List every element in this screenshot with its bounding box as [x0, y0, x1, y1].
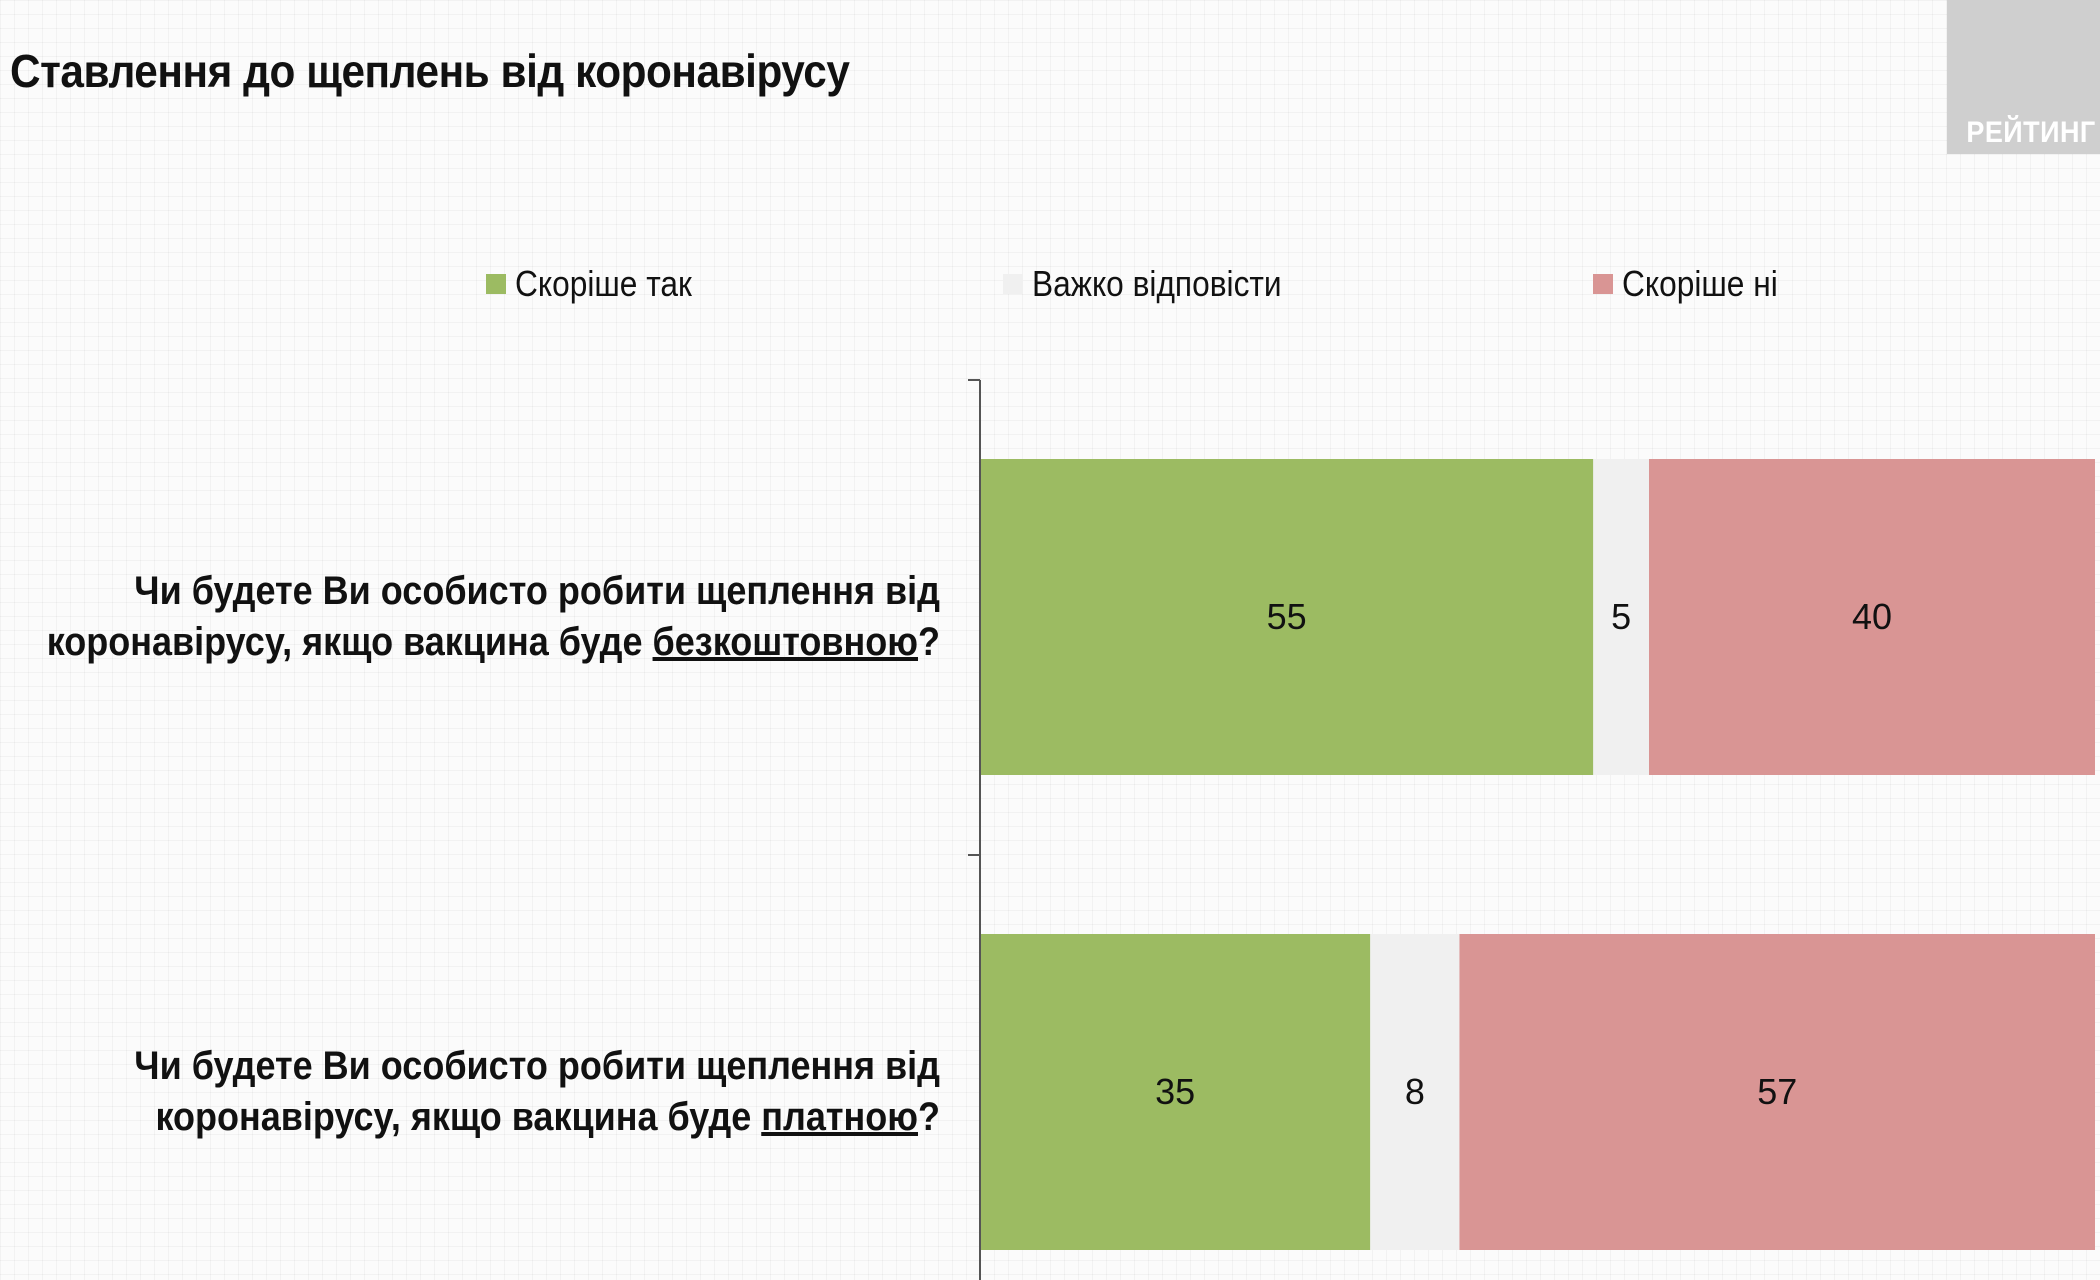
legend-item-no: Скоріше ні [1593, 262, 1799, 306]
category-label-line1: Чи будете Ви особисто робити щеплення ві… [134, 569, 940, 613]
data-label-no: 40 [1852, 596, 1892, 637]
category-label-free: Чи будете Ви особисто робити щеплення ві… [40, 566, 940, 668]
category-label-paid: Чи будете Ви особисто робити щеплення ві… [40, 1041, 940, 1143]
logo-text: РЕЙТИНГ [1966, 116, 2096, 149]
rating-logo: РЕЙТИНГ [1947, 0, 2100, 154]
legend-label-no: Скоріше ні [1622, 263, 1778, 304]
legend-label-unsure: Важко відповісти [1032, 263, 1282, 304]
category-label-highlight: платною [761, 1095, 919, 1139]
legend-label-yes: Скоріше так [515, 263, 692, 304]
bar-segment-yes [980, 459, 1594, 775]
data-label-yes: 55 [1267, 596, 1307, 637]
category-label-suffix: ? [918, 620, 940, 664]
chart-title: Ставлення до щеплень від коронавірусу [10, 45, 850, 97]
bar-segment-no [1459, 934, 2095, 1250]
legend-item-yes: Скоріше так [486, 262, 716, 306]
bar-segment-yes [980, 934, 1371, 1250]
category-label-prefix: коронавірусу, якщо вакцина буде [155, 1095, 762, 1139]
data-label-unsure: 8 [1405, 1071, 1425, 1112]
category-label-highlight: безкоштовною [652, 620, 919, 664]
legend-swatch-no [1593, 274, 1613, 294]
data-label-unsure: 5 [1611, 596, 1631, 637]
category-label-line1: Чи будете Ви особисто робити щеплення ві… [134, 1044, 940, 1088]
category-label-line2: коронавірусу, якщо вакцина буде безкошто… [40, 617, 940, 668]
bar-segment-no [1649, 459, 2095, 775]
category-label-prefix: коронавірусу, якщо вакцина буде [46, 620, 653, 664]
bar-segment-unsure [1593, 459, 1649, 775]
bar-segment-unsure [1370, 934, 1460, 1250]
legend-item-unsure: Важко відповісти [1003, 262, 1316, 306]
category-label-line2: коронавірусу, якщо вакцина буде платною? [40, 1092, 940, 1143]
data-label-no: 57 [1757, 1071, 1797, 1112]
category-label-suffix: ? [918, 1095, 940, 1139]
legend-swatch-unsure [1003, 274, 1023, 294]
legend-swatch-yes [486, 274, 506, 294]
data-label-yes: 35 [1155, 1071, 1195, 1112]
